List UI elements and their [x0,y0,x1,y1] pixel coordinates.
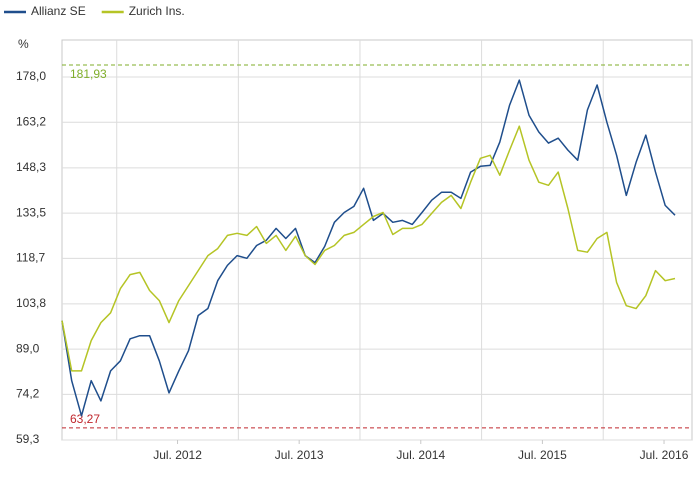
y-tick-label: 148,3 [16,160,46,174]
x-tick-label: Jul. 2016 [640,448,689,462]
series-line [61,125,676,372]
x-tick-label: Jul. 2012 [153,448,202,462]
x-tick-label: Jul. 2014 [396,448,445,462]
y-tick-label: 118,7 [16,251,45,265]
plot-frame [61,39,693,441]
y-tick-label: 103,8 [16,296,46,310]
reference-label: 63,27 [70,412,100,426]
x-tick-label: Jul. 2013 [275,448,324,462]
legend-label: Zurich Ins. [129,4,185,18]
y-unit: % [18,37,29,51]
y-tick-label: 89,0 [16,341,40,355]
y-tick-label: 178,0 [16,69,46,83]
reference-label: 181,93 [70,67,107,81]
y-tick-label: 59,3 [16,432,40,446]
legend-label: Allianz SE [31,4,86,18]
x-tick-label: Jul. 2015 [518,448,567,462]
y-tick-label: 133,5 [16,205,46,219]
y-tick-label: 74,2 [16,387,40,401]
y-tick-label: 163,2 [16,114,46,128]
series-line [61,79,676,417]
